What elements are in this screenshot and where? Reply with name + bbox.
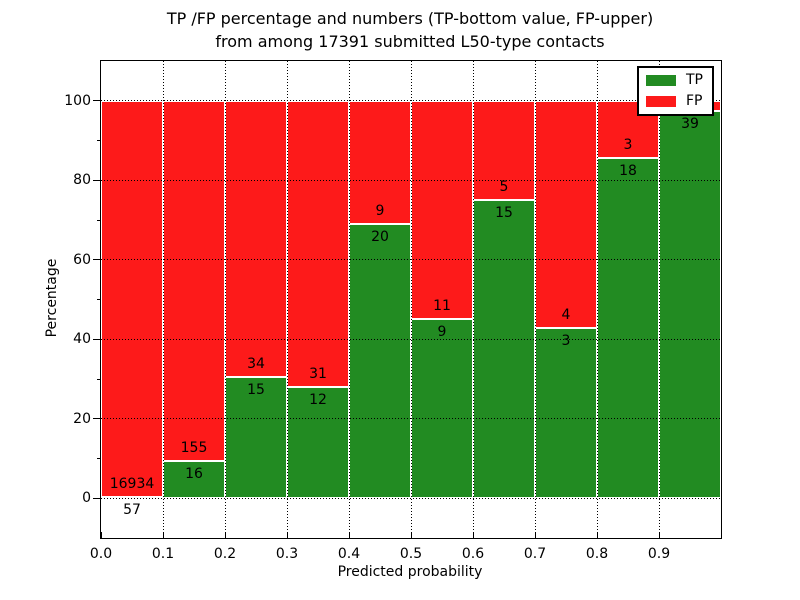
x-tick	[534, 532, 536, 538]
grid-layer	[101, 61, 721, 538]
x-tick-label: 0.3	[275, 546, 299, 562]
bar-count-label-tp: 20	[371, 229, 389, 246]
bar-segment-tp	[659, 110, 721, 499]
gridline-vertical	[410, 61, 412, 538]
bar-count-label-tp: 16	[185, 466, 203, 483]
x-tick	[162, 532, 164, 538]
plot-area: 0 20 40 60 80 100 0.0 0.1 0.2 0.3 0.4 0.5 0.6 0.7 0.8 0…	[64, 60, 722, 562]
x-tick-label: 0.9	[647, 546, 671, 562]
bar-count-label-fp: 16934	[109, 475, 155, 492]
y-minor-tick	[97, 299, 101, 300]
legend-item-tp: TP	[646, 73, 703, 88]
y-tick-label: 20	[73, 410, 91, 427]
x-tick	[348, 532, 350, 538]
legend-swatch-tp-icon	[646, 75, 676, 86]
bar-segment-tp	[225, 376, 287, 499]
bar-count-label-fp: 31	[309, 366, 327, 383]
chart-title-line-1: TP /FP percentage and numbers (TP-bottom…	[166, 9, 654, 28]
chart-title-line-2: from among 17391 submitted L50-type cont…	[215, 32, 605, 51]
bar-segment-tp	[535, 327, 597, 499]
y-tick	[93, 259, 100, 261]
y-minor-tick	[97, 219, 101, 221]
x-tick-label: 0.8	[585, 546, 609, 562]
bar-count-label-tp: 3	[561, 332, 571, 349]
bar-labels-layer: 16934 57 155 16 34 15 31 12 9 20 11 9 5 15 4 3 3 18 39	[101, 61, 721, 538]
x-axis-label: Predicted probability	[337, 564, 483, 580]
gridline-vertical	[658, 61, 660, 538]
bar-segment-tp	[411, 319, 473, 499]
x-tick-label: 0.7	[523, 546, 547, 562]
bar-segment-fp	[535, 100, 597, 328]
y-tick	[93, 497, 100, 499]
gridline-vertical	[224, 61, 226, 538]
y-minor-tick	[97, 458, 101, 459]
gridline-vertical	[472, 61, 474, 538]
bar-count-label-tp: 12	[309, 392, 327, 409]
bar-segment-fp	[163, 100, 225, 462]
gridline-vertical	[534, 61, 536, 538]
bar-segment-fp	[349, 100, 411, 225]
bar-count-label-tp: 15	[495, 205, 513, 222]
x-tick-label: 0.2	[213, 546, 237, 562]
bar-count-label-tp: 9	[437, 324, 447, 341]
bar-count-label-fp: 34	[247, 355, 265, 372]
bar-segment-tp	[473, 200, 535, 499]
legend-swatch-fp-icon	[646, 96, 676, 107]
y-tick-label: 80	[73, 172, 91, 189]
x-tick-label: 0.4	[337, 546, 361, 562]
y-axis-label: Percentage	[44, 258, 60, 338]
y-tick-label: 40	[73, 331, 91, 348]
y-tick	[93, 179, 100, 181]
x-tick	[596, 532, 598, 538]
x-tick	[224, 532, 226, 538]
bar-count-label-fp: 11	[433, 298, 451, 315]
y-tick-label: 60	[73, 251, 91, 268]
y-minor-tick	[97, 378, 101, 380]
bar-segment-tp	[287, 387, 349, 499]
x-tick-label: 0.0	[89, 546, 113, 562]
legend-label-fp: FP	[686, 93, 703, 109]
bar-count-label-tp: 57	[123, 501, 141, 518]
bar-count-label-tp: 15	[247, 381, 265, 398]
ticks-layer: 0 20 40 60 80 100 0.0 0.1 0.2 0.3 0.4 0.5 0.6 0.7 0.8 0…	[64, 61, 721, 562]
x-tick	[658, 532, 660, 538]
bar-segment-tp	[349, 224, 411, 499]
x-tick	[286, 532, 288, 538]
y-tick-label: 100	[64, 92, 91, 109]
bar-count-label-fp: 5	[499, 179, 509, 196]
gridline-vertical	[596, 61, 598, 538]
x-tick-label: 0.1	[151, 546, 175, 562]
legend: TP FP	[637, 66, 714, 116]
gridline-vertical	[286, 61, 288, 538]
x-tick	[472, 532, 474, 538]
y-tick	[93, 100, 100, 102]
y-tick-label: 0	[82, 490, 91, 507]
bar-count-label-fp: 155	[180, 440, 208, 457]
bar-count-label-tp: 39	[681, 115, 699, 132]
bar-segment-fp	[473, 100, 535, 201]
x-tick-label: 0.5	[399, 546, 423, 562]
gridline-vertical	[348, 61, 350, 538]
legend-label-tp: TP	[686, 72, 703, 88]
bar-segment-fp	[411, 100, 473, 320]
x-tick-label: 0.6	[461, 546, 485, 562]
y-tick	[93, 418, 100, 420]
x-tick	[100, 532, 102, 538]
legend-item-fp: FP	[646, 94, 703, 109]
gridline-vertical	[162, 61, 164, 538]
bar-count-label-fp: 9	[375, 203, 385, 220]
bar-segment-fp	[101, 100, 163, 497]
bar-count-label-tp: 18	[619, 162, 637, 179]
bar-count-label-fp: 4	[561, 306, 571, 323]
y-minor-tick	[97, 140, 101, 141]
y-tick	[93, 338, 100, 340]
bar-count-label-fp: 3	[623, 136, 633, 153]
x-tick	[410, 532, 412, 538]
chart-title: TP /FP percentage and numbers (TP-bottom…	[100, 7, 720, 53]
